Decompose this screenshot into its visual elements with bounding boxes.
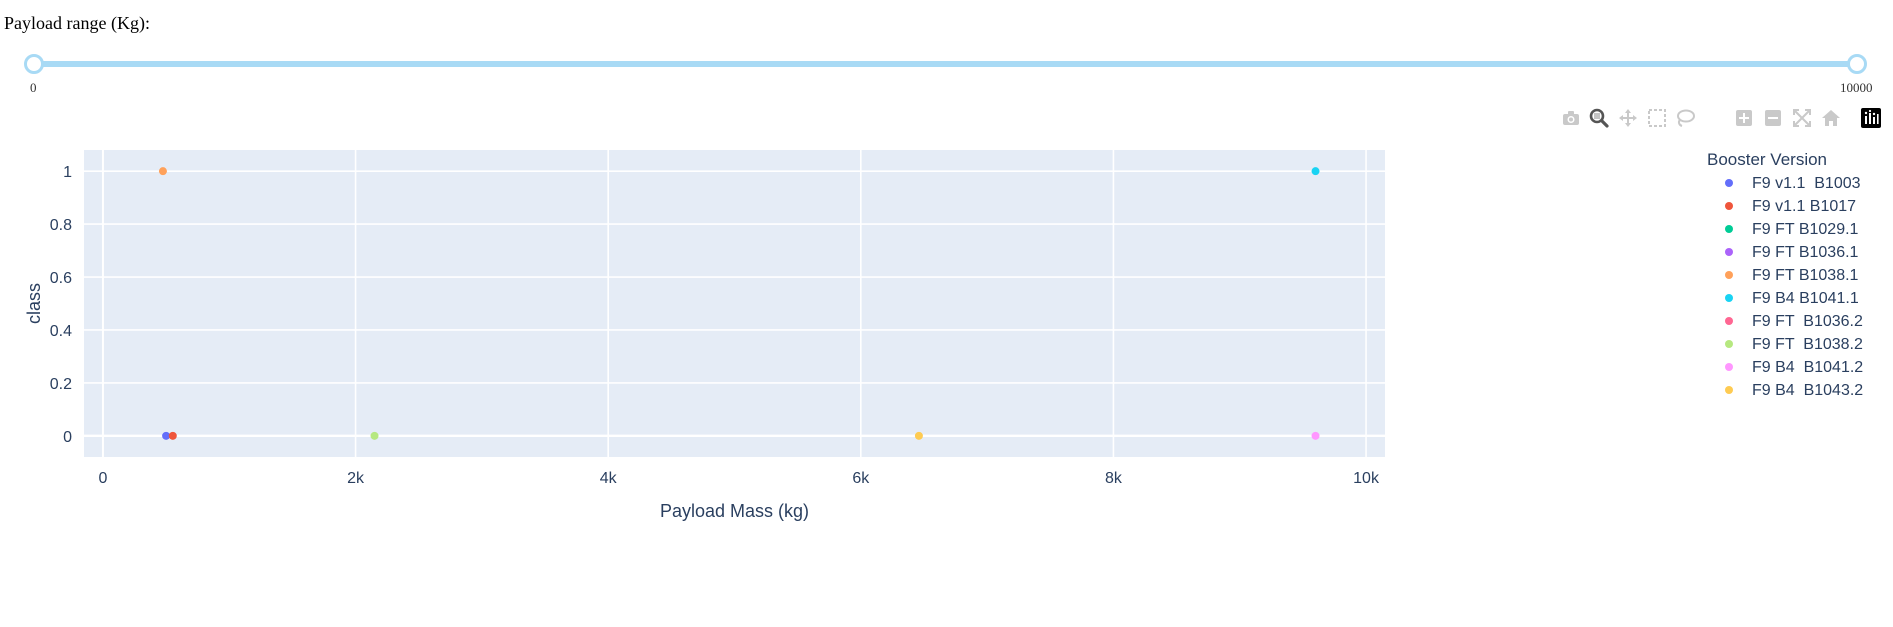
legend-item[interactable]: F9 B4 B1041.2	[1725, 359, 1863, 376]
slider-mark-max: 10000	[1840, 80, 1873, 95]
legend-item[interactable]: F9 FT B1036.1	[1725, 244, 1859, 261]
zoom-out-icon[interactable]	[1762, 107, 1784, 129]
camera-icon[interactable]	[1560, 107, 1582, 129]
legend-item[interactable]: F9 FT B1038.2	[1725, 336, 1863, 353]
x-tick-label: 6k	[852, 470, 870, 487]
legend-label: F9 FT B1029.1	[1752, 221, 1859, 238]
legend-label: F9 v1.1 B1003	[1752, 175, 1861, 192]
x-tick-label: 0	[98, 470, 107, 487]
legend-marker	[1725, 271, 1733, 279]
legend-item[interactable]: F9 B4 B1041.1	[1725, 290, 1859, 307]
data-point[interactable]	[1311, 167, 1320, 176]
data-points	[158, 167, 1320, 440]
y-axis-ticks: 0 0.2 0.4 0.6 0.8 1	[50, 164, 72, 446]
x-tick-label: 10k	[1353, 470, 1380, 487]
x-tick-label: 8k	[1105, 470, 1123, 487]
legend-label: F9 v1.1 B1017	[1752, 198, 1856, 215]
legend-marker	[1725, 363, 1733, 371]
x-axis-ticks: 0 2k 4k 6k 8k 10k	[98, 470, 1379, 487]
y-tick-label: 1	[63, 164, 72, 181]
y-tick-label: 0.8	[50, 217, 72, 234]
data-point[interactable]	[914, 431, 923, 440]
legend-marker	[1725, 248, 1733, 256]
zoom-in-icon[interactable]	[1733, 107, 1755, 129]
pan-icon[interactable]	[1617, 107, 1639, 129]
lasso-select-icon[interactable]	[1674, 107, 1696, 129]
legend-marker	[1725, 317, 1733, 325]
box-select-icon[interactable]	[1646, 107, 1668, 129]
legend-title: Booster Version	[1707, 150, 1827, 169]
plotly-logo-icon[interactable]	[1860, 107, 1882, 129]
legend-marker	[1725, 294, 1733, 302]
scatter-chart: 0 2k 4k 6k 8k 10k 0 0.2 0.4 0.6 0.8 1 Payload Mass…	[24, 150, 1863, 521]
data-point[interactable]	[158, 167, 167, 176]
legend-marker	[1725, 179, 1733, 187]
reset-axes-icon[interactable]	[1820, 107, 1842, 129]
legend-marker	[1725, 386, 1733, 394]
legend-item[interactable]: F9 v1.1 B1017	[1725, 198, 1856, 215]
zoom-icon[interactable]	[1588, 107, 1610, 129]
legend-item[interactable]: F9 B4 B1043.2	[1725, 382, 1863, 399]
legend-item[interactable]: F9 FT B1038.1	[1725, 267, 1859, 284]
slider-handle-max[interactable]	[1847, 54, 1867, 74]
legend-marker	[1725, 202, 1733, 210]
legend-marker	[1725, 340, 1733, 348]
legend-item[interactable]: F9 FT B1029.1	[1725, 221, 1859, 238]
data-point[interactable]	[168, 431, 177, 440]
legend-label: F9 B4 B1043.2	[1752, 382, 1863, 399]
legend: Booster Version F9 v1.1 B1003 F9 v1.1 B10…	[1707, 150, 1863, 399]
slider-mark-min: 0	[30, 80, 37, 95]
legend-item[interactable]: F9 v1.1 B1003	[1725, 175, 1861, 192]
y-tick-label: 0.2	[50, 376, 72, 393]
legend-item[interactable]: F9 FT B1036.2	[1725, 313, 1863, 330]
data-point[interactable]	[1311, 431, 1320, 440]
legend-label: F9 FT B1036.2	[1752, 313, 1863, 330]
y-tick-label: 0.4	[50, 323, 72, 340]
x-tick-label: 4k	[600, 470, 618, 487]
gridlines	[84, 150, 1385, 457]
payload-range-slider[interactable]: 0 10000	[0, 50, 1893, 100]
y-tick-label: 0	[63, 429, 72, 446]
legend-marker	[1725, 225, 1733, 233]
chart-modebar	[1560, 107, 1890, 129]
legend-label: F9 FT B1036.1	[1752, 244, 1859, 261]
slider-handle-min[interactable]	[24, 54, 44, 74]
x-tick-label: 2k	[347, 470, 365, 487]
legend-label: F9 B4 B1041.2	[1752, 359, 1863, 376]
legend-label: F9 B4 B1041.1	[1752, 290, 1859, 307]
payload-range-label: Payload range (Kg):	[4, 13, 150, 33]
slider-rail[interactable]	[34, 61, 1857, 67]
autoscale-icon[interactable]	[1791, 107, 1813, 129]
y-axis-title: class	[24, 283, 44, 324]
data-point[interactable]	[162, 431, 171, 440]
x-axis-title: Payload Mass (kg)	[660, 501, 809, 521]
legend-label: F9 FT B1038.1	[1752, 267, 1859, 284]
plot-area[interactable]	[84, 150, 1385, 457]
y-tick-label: 0.6	[50, 270, 72, 287]
data-point[interactable]	[370, 431, 379, 440]
legend-label: F9 FT B1038.2	[1752, 336, 1863, 353]
